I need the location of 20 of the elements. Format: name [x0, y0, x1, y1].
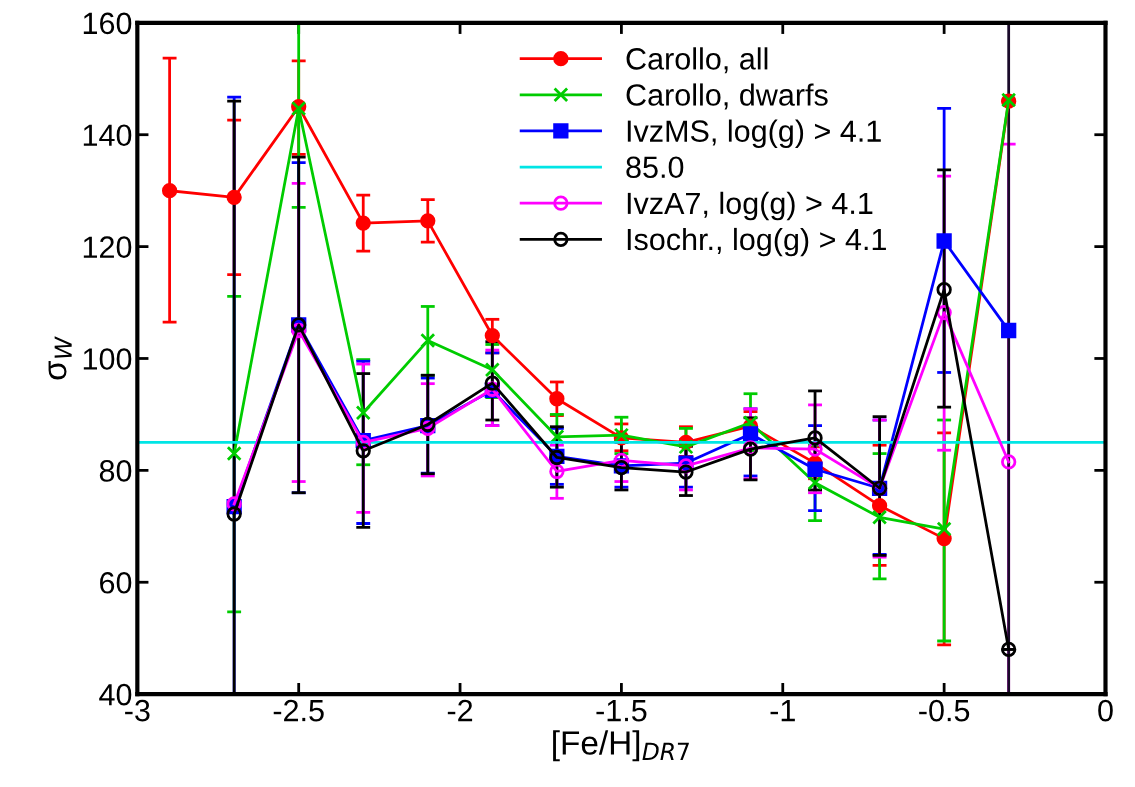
x-tick-label: -1: [770, 700, 795, 722]
x-tick-label: -0.5: [919, 699, 970, 722]
legend-label: IvzA7, log(g) > 4.1: [627, 191, 873, 221]
y-tick-label: 80: [99, 460, 132, 482]
y-tick-label: 60: [100, 571, 132, 594]
x-tick-label: -2: [447, 699, 473, 722]
x-tick-label: -1.5: [596, 700, 647, 722]
legend-label: 85.0: [626, 156, 684, 179]
y-tick-label: 100: [83, 348, 132, 370]
x-tick-label: -2.5: [273, 699, 324, 722]
x-tick-label: 0: [1098, 699, 1113, 722]
legend-label: Carollo, all: [626, 47, 768, 74]
y-axis-title: σ$_{W}$: [48, 336, 72, 380]
y-tick-label: 120: [83, 236, 132, 258]
y-tick-label: 140: [83, 124, 132, 147]
y-tick-label: 160: [83, 12, 132, 35]
x-axis-title: [Fe/H]$_{DR7}$: [553, 730, 689, 762]
legend-label: Isochr., log(g) > 4.1: [627, 227, 886, 257]
legend-label: IvzMS, log(g) > 4.1: [627, 119, 881, 148]
legend-label: Carollo, dwarfs: [626, 83, 828, 110]
